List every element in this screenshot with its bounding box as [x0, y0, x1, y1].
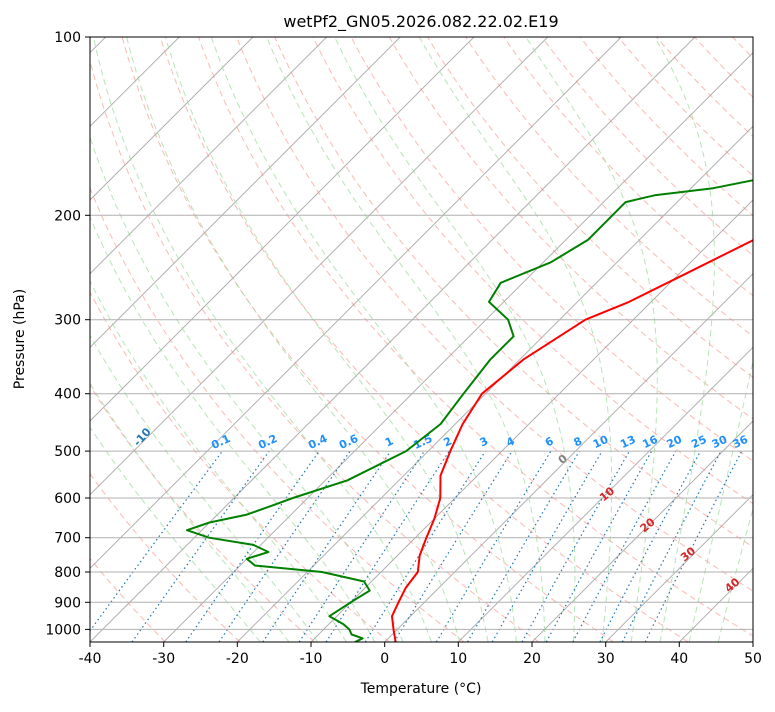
dry-adiabat-line [351, 37, 775, 642]
mixing-ratio-line [546, 451, 651, 642]
mixing-ratio-label: 36 [731, 433, 751, 451]
dry-adiabat-line [542, 37, 775, 642]
isotherm-line [0, 37, 327, 642]
dry-adiabat-line [84, 37, 539, 642]
mixing-ratio-label: 30 [710, 433, 730, 451]
isotherm-line [90, 37, 695, 642]
x-axis-label: Temperature (°C) [360, 681, 482, 697]
isotherm-line [0, 37, 400, 642]
chart-title: wetPf2_GN05.2026.082.22.02.E19 [283, 12, 558, 32]
moist-adiabat-line [689, 37, 775, 642]
moist-adiabat-line [93, 37, 431, 642]
dry-adiabat-line [0, 37, 240, 642]
dry-adiabat-line [504, 37, 775, 642]
y-tick-label: 100 [54, 30, 81, 46]
moist-adiabat-line [165, 37, 488, 642]
x-tick-label: 50 [744, 651, 762, 667]
dry-adiabat-line [389, 37, 775, 642]
moist-adiabat-line [64, 37, 403, 642]
y-tick-label: 1000 [45, 622, 81, 638]
mixing-ratio-line [132, 451, 269, 642]
moist-adiabat-line [718, 37, 775, 642]
mixing-ratio-label: 1 [383, 434, 395, 449]
isotherm-line [532, 37, 775, 642]
isotherm-line [16, 37, 621, 642]
x-tick-label: -10 [300, 651, 323, 667]
moist-adiabat-label: 30 [678, 544, 698, 564]
dry-adiabat-line [466, 37, 775, 642]
y-tick-label: 800 [54, 565, 81, 581]
mixing-ratio-line [394, 451, 512, 642]
y-tick-label: 600 [54, 491, 81, 507]
mixing-ratio-line [573, 451, 676, 642]
mixing-ratio-line [299, 451, 424, 642]
moist-adiabat-line [127, 37, 460, 642]
mixing-ratio-label: 10 [591, 433, 611, 451]
mixing-ratio-line [645, 451, 742, 642]
moist-adiabat-line [39, 37, 375, 642]
moist-adiabat-line [0, 37, 318, 642]
y-tick-label: 300 [54, 313, 81, 329]
x-tick-label: 30 [597, 651, 615, 667]
x-tick-label: 0 [380, 651, 389, 667]
dry-adiabat-line [771, 37, 775, 642]
y-tick-label: 900 [54, 595, 81, 611]
isotherm-line [753, 37, 775, 642]
dry-adiabat-line [733, 37, 775, 642]
moist-adiabat-line [0, 37, 260, 642]
mixing-ratio-label: 6 [543, 434, 556, 449]
mixing-ratio-line [622, 451, 721, 642]
y-tick-label: 700 [54, 531, 81, 547]
y-tick-label: 500 [54, 444, 81, 460]
dry-adiabat-line [427, 37, 775, 642]
dry-adiabat-label: -10 [131, 425, 154, 449]
isotherm-line [0, 37, 253, 642]
x-tick-label: 40 [670, 651, 688, 667]
dry-adiabat-line [275, 37, 775, 642]
moist-adiabat-label: 10 [597, 484, 617, 504]
y-tick-label: 200 [54, 208, 81, 224]
moist-adiabat-line [419, 37, 612, 642]
x-tick-label: -20 [226, 651, 249, 667]
mixing-ratio-label: 25 [689, 433, 708, 451]
isotherm-line [164, 37, 769, 642]
y-tick-label: 400 [54, 387, 81, 403]
x-tick-label: 20 [523, 651, 541, 667]
mixing-ratio-label: 8 [572, 434, 584, 449]
mixing-ratio-line [219, 451, 350, 642]
dry-adiabat-line [656, 37, 775, 642]
dry-adiabat-line [695, 37, 775, 642]
moist-adiabat-line [526, 37, 658, 642]
x-tick-label: 10 [449, 651, 467, 667]
mixing-ratio-label: 20 [665, 433, 685, 451]
y-axis-label: Pressure (hPa) [12, 289, 28, 389]
mixing-ratio-line [82, 451, 223, 642]
mixing-ratio-line [600, 451, 701, 642]
moist-adiabat-label: 20 [638, 515, 658, 535]
isotherm-line [385, 37, 775, 642]
mixing-ratio-label: 16 [640, 433, 660, 451]
mixing-ratio-label: 3 [478, 434, 490, 449]
moist-adiabat-label: 40 [722, 575, 742, 595]
mixing-ratio-line [326, 451, 449, 642]
x-tick-label: -40 [79, 651, 102, 667]
mixing-ratio-label: 13 [618, 433, 637, 451]
x-tick-label: -30 [152, 651, 175, 667]
temperature-profile-line [392, 37, 775, 642]
mixing-ratio-label: 0.1 [209, 432, 232, 452]
dry-adiabat-line [160, 37, 688, 642]
moist-adiabat-line [211, 37, 516, 642]
mixing-ratio-label: 0.4 [306, 432, 329, 452]
